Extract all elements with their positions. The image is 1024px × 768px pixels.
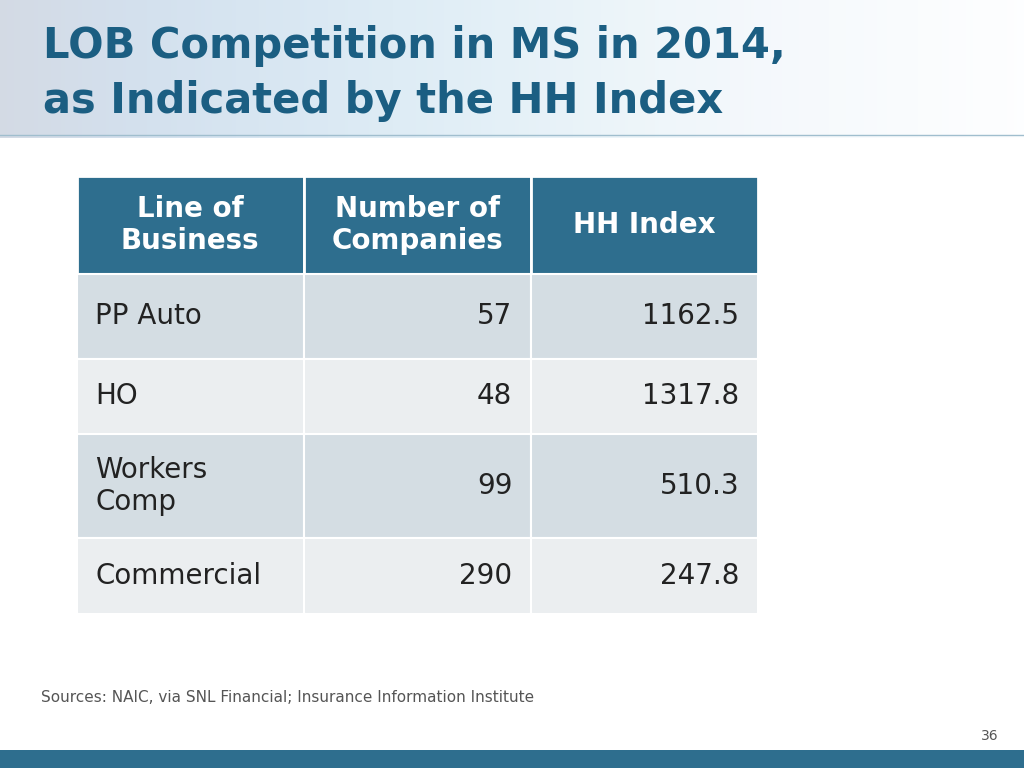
Text: HO: HO	[95, 382, 138, 410]
Text: Line of
Business: Line of Business	[121, 194, 260, 255]
Text: HH Index: HH Index	[573, 211, 716, 239]
FancyBboxPatch shape	[77, 538, 304, 614]
Text: 57: 57	[477, 302, 512, 330]
FancyBboxPatch shape	[304, 538, 530, 614]
Text: as Indicated by the HH Index: as Indicated by the HH Index	[43, 80, 723, 122]
FancyBboxPatch shape	[77, 273, 304, 359]
Text: 48: 48	[477, 382, 512, 410]
FancyBboxPatch shape	[530, 359, 758, 434]
Text: Commercial: Commercial	[95, 562, 261, 590]
FancyBboxPatch shape	[530, 434, 758, 538]
Text: 36: 36	[981, 729, 998, 743]
FancyBboxPatch shape	[304, 434, 530, 538]
FancyBboxPatch shape	[304, 176, 530, 273]
FancyBboxPatch shape	[304, 359, 530, 434]
Text: PP Auto: PP Auto	[95, 302, 202, 330]
FancyBboxPatch shape	[77, 176, 304, 273]
FancyBboxPatch shape	[304, 273, 530, 359]
Text: 247.8: 247.8	[659, 562, 739, 590]
Text: Sources: NAIC, via SNL Financial; Insurance Information Institute: Sources: NAIC, via SNL Financial; Insura…	[41, 690, 535, 705]
Text: Workers
Comp: Workers Comp	[95, 456, 208, 516]
Text: 1162.5: 1162.5	[642, 302, 739, 330]
Text: Number of
Companies: Number of Companies	[332, 194, 503, 255]
FancyBboxPatch shape	[77, 359, 304, 434]
FancyBboxPatch shape	[530, 273, 758, 359]
Text: 99: 99	[477, 472, 512, 500]
Text: 1317.8: 1317.8	[642, 382, 739, 410]
FancyBboxPatch shape	[0, 750, 1024, 768]
FancyBboxPatch shape	[530, 176, 758, 273]
Text: 510.3: 510.3	[659, 472, 739, 500]
FancyBboxPatch shape	[77, 434, 304, 538]
FancyBboxPatch shape	[530, 538, 758, 614]
Text: 290: 290	[459, 562, 512, 590]
Text: LOB Competition in MS in 2014,: LOB Competition in MS in 2014,	[43, 25, 785, 67]
